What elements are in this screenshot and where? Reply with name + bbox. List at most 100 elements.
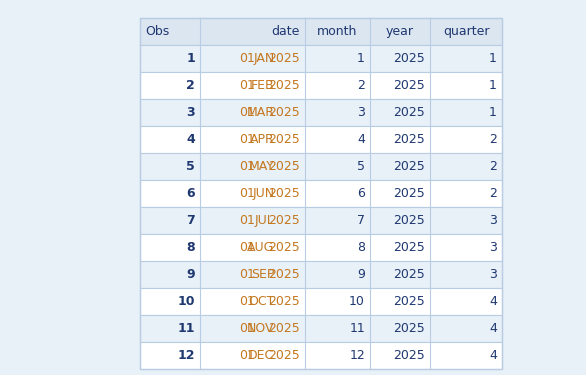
Text: 2025: 2025: [268, 349, 300, 362]
Text: 2025: 2025: [393, 322, 425, 335]
Text: AUG: AUG: [247, 241, 274, 254]
Text: 2025: 2025: [268, 241, 300, 254]
Text: 01: 01: [239, 349, 255, 362]
Text: 2025: 2025: [393, 268, 425, 281]
Text: 11: 11: [178, 322, 195, 335]
Bar: [140, 234, 502, 261]
Text: 01: 01: [239, 52, 255, 65]
Bar: [140, 18, 502, 45]
Bar: [140, 342, 502, 369]
Text: 2025: 2025: [393, 295, 425, 308]
Text: 01: 01: [239, 133, 255, 146]
Text: 01: 01: [239, 322, 255, 335]
Text: 2: 2: [357, 79, 365, 92]
Bar: [140, 315, 502, 342]
Text: 01: 01: [239, 268, 255, 281]
Text: 2025: 2025: [268, 295, 300, 308]
Text: 01: 01: [239, 187, 255, 200]
Bar: [140, 180, 502, 207]
Text: 5: 5: [357, 160, 365, 173]
Text: 2025: 2025: [268, 187, 300, 200]
Text: 11: 11: [349, 322, 365, 335]
Text: 9: 9: [186, 268, 195, 281]
Text: MAY: MAY: [248, 160, 274, 173]
Text: 01: 01: [239, 214, 255, 227]
Bar: [140, 126, 502, 153]
Text: 12: 12: [178, 349, 195, 362]
Text: 2025: 2025: [268, 268, 300, 281]
Text: 1: 1: [186, 52, 195, 65]
Text: 2: 2: [489, 133, 497, 146]
Text: 2025: 2025: [393, 214, 425, 227]
Text: year: year: [386, 25, 414, 38]
Text: 3: 3: [489, 268, 497, 281]
Text: 2025: 2025: [393, 160, 425, 173]
Bar: [140, 72, 502, 99]
Bar: [140, 153, 502, 180]
Text: 4: 4: [489, 295, 497, 308]
Text: DEC: DEC: [248, 349, 274, 362]
Bar: [140, 45, 502, 72]
Text: 1: 1: [489, 79, 497, 92]
Text: 2025: 2025: [268, 52, 300, 65]
Bar: [140, 99, 502, 126]
Text: MAR: MAR: [246, 106, 274, 119]
Text: APR: APR: [250, 133, 274, 146]
Text: 2025: 2025: [393, 52, 425, 65]
Text: 1: 1: [489, 106, 497, 119]
Text: JUN: JUN: [253, 187, 274, 200]
Text: 01: 01: [239, 295, 255, 308]
Text: quarter: quarter: [443, 25, 489, 38]
Text: 6: 6: [357, 187, 365, 200]
Text: date: date: [272, 25, 300, 38]
Text: 12: 12: [349, 349, 365, 362]
Text: 3: 3: [489, 214, 497, 227]
Text: 3: 3: [489, 241, 497, 254]
Text: 2025: 2025: [393, 106, 425, 119]
Text: NOV: NOV: [247, 322, 274, 335]
Text: 4: 4: [489, 349, 497, 362]
Text: 10: 10: [349, 295, 365, 308]
Text: JAN: JAN: [253, 52, 274, 65]
Text: 2025: 2025: [393, 241, 425, 254]
Text: 2025: 2025: [268, 106, 300, 119]
Text: JUL: JUL: [255, 214, 274, 227]
Text: 01: 01: [239, 79, 255, 92]
Text: 01: 01: [239, 160, 255, 173]
Text: 1: 1: [489, 52, 497, 65]
Text: 2: 2: [489, 187, 497, 200]
Text: 4: 4: [186, 133, 195, 146]
Text: 2025: 2025: [268, 214, 300, 227]
Text: 2025: 2025: [393, 349, 425, 362]
Text: 01: 01: [239, 241, 255, 254]
Text: 2025: 2025: [393, 133, 425, 146]
Text: month: month: [317, 25, 357, 38]
Text: 2025: 2025: [268, 133, 300, 146]
Text: 01: 01: [239, 106, 255, 119]
Text: 2025: 2025: [393, 187, 425, 200]
Text: 2025: 2025: [268, 160, 300, 173]
Text: 10: 10: [178, 295, 195, 308]
Text: 7: 7: [357, 214, 365, 227]
Bar: [140, 288, 502, 315]
Bar: [140, 18, 502, 369]
Text: Obs: Obs: [145, 25, 169, 38]
Text: 3: 3: [357, 106, 365, 119]
Text: FEB: FEB: [251, 79, 274, 92]
Text: 4: 4: [489, 322, 497, 335]
Text: OCT: OCT: [248, 295, 274, 308]
Bar: [140, 261, 502, 288]
Text: 1: 1: [357, 52, 365, 65]
Text: 2: 2: [186, 79, 195, 92]
Text: 7: 7: [186, 214, 195, 227]
Text: 2: 2: [489, 160, 497, 173]
Text: 2025: 2025: [393, 79, 425, 92]
Text: 5: 5: [186, 160, 195, 173]
Text: 9: 9: [357, 268, 365, 281]
Text: 2025: 2025: [268, 322, 300, 335]
Bar: [140, 207, 502, 234]
Text: SEP: SEP: [251, 268, 274, 281]
Text: 8: 8: [186, 241, 195, 254]
Text: 6: 6: [186, 187, 195, 200]
Text: 3: 3: [186, 106, 195, 119]
